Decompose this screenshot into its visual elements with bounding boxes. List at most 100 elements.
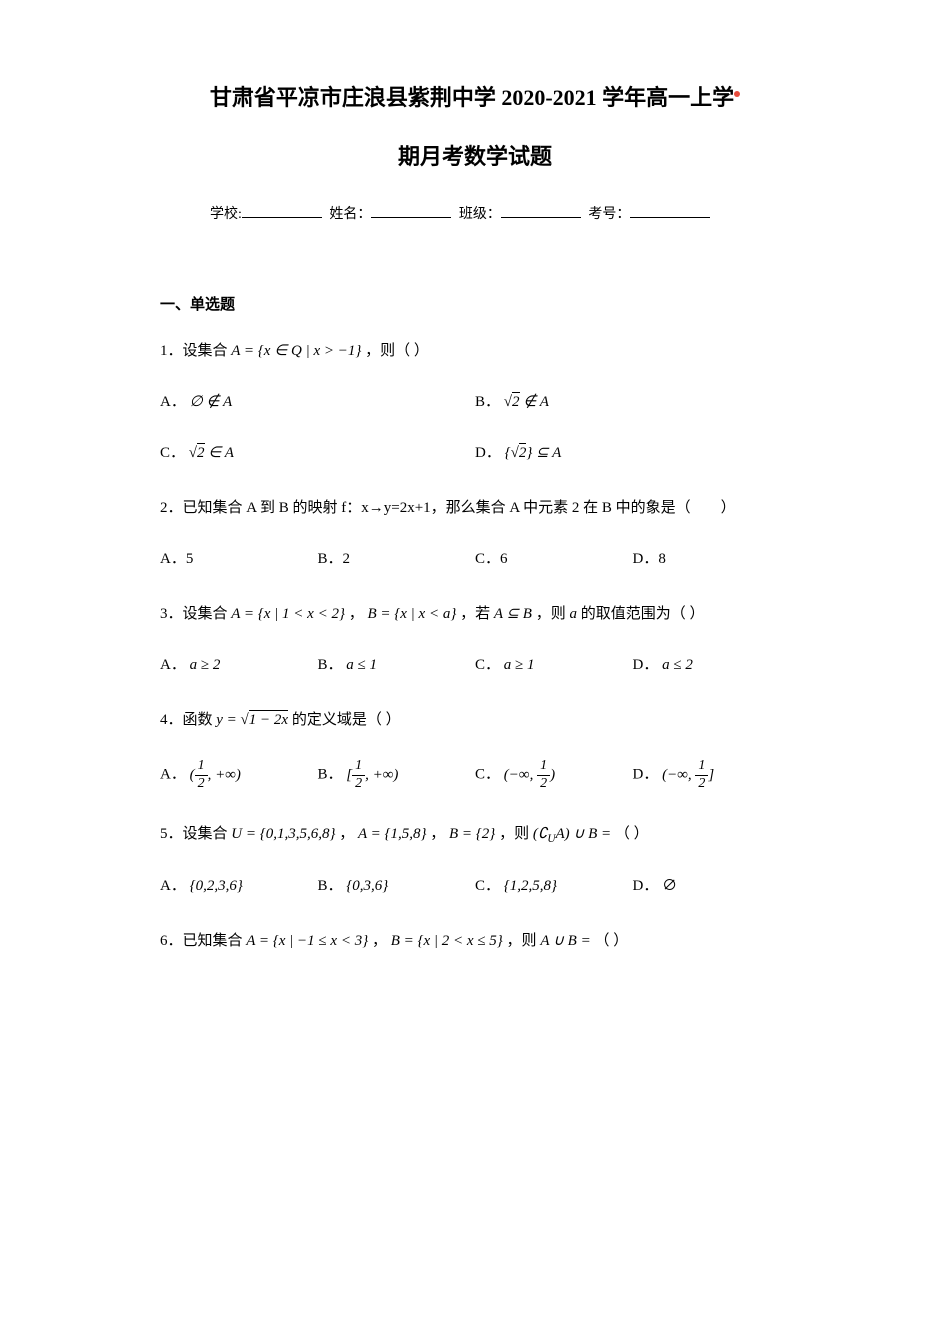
q3-options: A． a ≥ 2 B． a ≤ 1 C． a ≥ 1 D． a ≤ 2 xyxy=(160,652,790,679)
q4-opt-c: C． (−∞, 12) xyxy=(475,758,633,793)
q4-opt-c-label: C． xyxy=(475,767,500,783)
q6-expr: A ∪ B = xyxy=(540,933,594,949)
q6-stem: 6．已知集合 A = {x | −1 ≤ x < 3} ， B = {x | 2… xyxy=(160,928,790,955)
q4-opt-b-expr: [12, +∞) xyxy=(346,767,398,783)
q3-mid3: ，则 xyxy=(536,606,566,622)
exam-title-line1: 甘肃省平凉市庄浪县紫荆中学 2020-2021 学年高一上学 xyxy=(160,80,790,115)
q3-mid1: ， xyxy=(349,606,364,622)
q4-stem: 4．函数 y = 1 − 2x 的定义域是（ ） xyxy=(160,707,790,734)
q4-opt-a: A． (12, +∞) xyxy=(160,758,318,793)
form-school-blank xyxy=(242,217,322,218)
q1-opt-d-label: D． xyxy=(475,445,501,461)
q5-mid3: ，则 xyxy=(499,826,529,842)
q6-set-b: B = {x | 2 < x ≤ 5} xyxy=(391,933,503,949)
q2-opt-d: D．8 xyxy=(633,546,791,573)
q5-opt-a-label: A． xyxy=(160,878,186,894)
q5-opt-d-label: D． xyxy=(633,878,659,894)
form-class-blank xyxy=(501,217,581,218)
q1-set-expr: A = {x ∈ Q | x > −1} xyxy=(231,343,361,359)
q3-set-b: B = {x | x < a} xyxy=(367,606,456,622)
q1-opt-b-expr: 2 ∉ A xyxy=(504,394,549,410)
q1-opt-b: B． 2 ∉ A xyxy=(475,389,790,416)
q2-opt-c: C．6 xyxy=(475,546,633,573)
q6-stem-suffix: （ ） xyxy=(594,933,628,949)
q3-opt-a-label: A． xyxy=(160,657,186,673)
q5-expr: (∁UA) ∪ B = xyxy=(533,826,615,842)
q1-opt-c-label: C． xyxy=(160,445,185,461)
q3-stem: 3．设集合 A = {x | 1 < x < 2} ， B = {x | x <… xyxy=(160,601,790,628)
question-1: 1．设集合 A = {x ∈ Q | x > −1} ，则（ ） A． ∅ ∉ … xyxy=(160,338,790,467)
q3-set-a: A = {x | 1 < x < 2} xyxy=(231,606,345,622)
form-fields-line: 学校: 姓名： 班级： 考号： xyxy=(160,203,790,223)
q5-opt-b-expr: {0,3,6} xyxy=(346,878,388,894)
form-school-label: 学校: xyxy=(210,207,242,222)
q1-opt-d-expr: {2} ⊆ A xyxy=(505,445,562,461)
q5-opt-d: D． ∅ xyxy=(633,873,791,900)
q4-stem-suffix: 的定义域是（ ） xyxy=(292,712,401,728)
q1-opt-a-expr: ∅ ∉ A xyxy=(190,394,233,410)
q2-options: A．5 B．2 C．6 D．8 xyxy=(160,546,790,573)
red-dot-icon xyxy=(734,91,740,97)
section-1-heading: 一、单选题 xyxy=(160,293,790,314)
q6-mid: ， xyxy=(372,933,387,949)
q3-opt-d-label: D． xyxy=(633,657,659,673)
q5-opt-c-expr: {1,2,5,8} xyxy=(504,878,557,894)
q4-func-expr: y = 1 − 2x xyxy=(216,712,292,728)
form-class-label: 班级： xyxy=(459,207,501,222)
q5-stem: 5．设集合 U = {0,1,3,5,6,8} ， A = {1,5,8} ， … xyxy=(160,821,790,849)
q6-set-a: A = {x | −1 ≤ x < 3} xyxy=(246,933,368,949)
form-name-label: 姓名： xyxy=(329,207,371,222)
form-examno-label: 考号： xyxy=(588,207,630,222)
q5-mid2: ， xyxy=(430,826,445,842)
q1-stem-prefix: 1．设集合 xyxy=(160,343,228,359)
q3-opt-c-label: C． xyxy=(475,657,500,673)
q1-stem-suffix: ，则（ ） xyxy=(365,343,429,359)
q4-opt-d: D． (−∞, 12] xyxy=(633,758,791,793)
q3-mid2: ，若 xyxy=(460,606,490,622)
q2-stem: 2．已知集合 A 到 B 的映射 f：x→y=2x+1，那么集合 A 中元素 2… xyxy=(160,495,790,522)
question-2: 2．已知集合 A 到 B 的映射 f：x→y=2x+1，那么集合 A 中元素 2… xyxy=(160,495,790,573)
q3-opt-c-expr: a ≥ 1 xyxy=(504,657,535,673)
q5-mid1: ， xyxy=(339,826,354,842)
q5-set-b: B = {2} xyxy=(449,826,495,842)
q3-opt-c: C． a ≥ 1 xyxy=(475,652,633,679)
q1-stem: 1．设集合 A = {x ∈ Q | x > −1} ，则（ ） xyxy=(160,338,790,365)
q1-opt-a-label: A． xyxy=(160,394,186,410)
q3-stem-prefix: 3．设集合 xyxy=(160,606,228,622)
q3-stem-suffix: 的取值范围为（ ） xyxy=(581,606,705,622)
q3-a: a xyxy=(569,606,580,622)
q3-opt-b-label: B． xyxy=(318,657,343,673)
title-text-1: 甘肃省平凉市庄浪县紫荆中学 2020-2021 学年高一上学 xyxy=(210,85,734,110)
q3-opt-b-expr: a ≤ 1 xyxy=(346,657,377,673)
q3-subset: A ⊆ B xyxy=(494,606,532,622)
q4-opt-a-label: A． xyxy=(160,767,186,783)
q5-opt-a-expr: {0,2,3,6} xyxy=(190,878,243,894)
q1-opt-c: C． 2 ∈ A xyxy=(160,440,475,467)
q5-stem-prefix: 5．设集合 xyxy=(160,826,228,842)
q5-set-u: U = {0,1,3,5,6,8} xyxy=(231,826,335,842)
q1-opt-d: D． {2} ⊆ A xyxy=(475,440,790,467)
q6-stem-prefix: 6．已知集合 xyxy=(160,933,243,949)
q4-options: A． (12, +∞) B． [12, +∞) C． (−∞, 12) D． (… xyxy=(160,758,790,793)
q4-opt-c-expr: (−∞, 12) xyxy=(504,767,555,783)
q4-opt-b: B． [12, +∞) xyxy=(318,758,476,793)
q5-options: A． {0,2,3,6} B． {0,3,6} C． {1,2,5,8} D． … xyxy=(160,873,790,900)
q2-opt-b: B．2 xyxy=(318,546,476,573)
q5-opt-c: C． {1,2,5,8} xyxy=(475,873,633,900)
q1-options: A． ∅ ∉ A B． 2 ∉ A C． 2 ∈ A D． {2} ⊆ A xyxy=(160,389,790,467)
q3-opt-a: A． a ≥ 2 xyxy=(160,652,318,679)
q5-opt-d-expr: ∅ xyxy=(662,878,677,894)
q5-opt-b-label: B． xyxy=(318,878,343,894)
q5-set-a: A = {1,5,8} xyxy=(358,826,427,842)
q4-opt-d-expr: (−∞, 12] xyxy=(662,767,714,783)
form-examno-blank xyxy=(630,217,710,218)
q4-opt-b-label: B． xyxy=(318,767,343,783)
q2-opt-a: A．5 xyxy=(160,546,318,573)
q4-stem-prefix: 4．函数 xyxy=(160,712,213,728)
q5-opt-a: A． {0,2,3,6} xyxy=(160,873,318,900)
form-name-blank xyxy=(371,217,451,218)
exam-title-line2: 期月考数学试题 xyxy=(160,139,790,171)
q3-opt-b: B． a ≤ 1 xyxy=(318,652,476,679)
q6-mid2: ，则 xyxy=(507,933,537,949)
q3-opt-d-expr: a ≤ 2 xyxy=(662,657,693,673)
